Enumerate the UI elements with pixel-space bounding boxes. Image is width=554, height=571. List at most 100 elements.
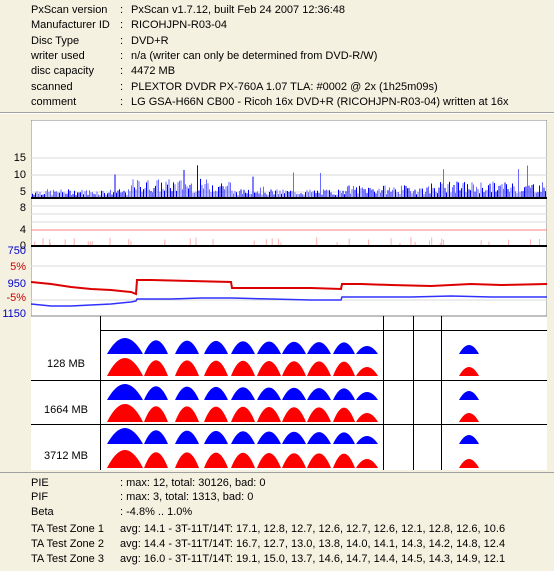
blue-hump xyxy=(231,341,255,354)
pif-graph xyxy=(34,237,540,245)
info-label: writer used xyxy=(31,49,85,62)
info-colon: : xyxy=(120,19,124,32)
pie-tick-label: 5 xyxy=(19,186,26,198)
ta-zone-label: 128 MB xyxy=(47,358,85,370)
pie-tick-label: 10 xyxy=(13,169,26,181)
info-value: PxScan v1.7.12, built Feb 24 2007 12:36:… xyxy=(131,4,346,16)
stat-label: TA Test Zone 3 xyxy=(31,553,104,565)
stat-value: avg: 14.4 - 3T-11T/14T: 16.7, 12.7, 13.0… xyxy=(120,538,506,550)
stat-value: : max: 12, total: 30126, bad: 0 xyxy=(120,477,266,489)
red-hump xyxy=(356,413,378,422)
info-label: scanned xyxy=(31,80,73,93)
red-hump xyxy=(356,367,378,376)
jitter-tick-label: 1150 xyxy=(2,308,26,320)
ta-zone-label: 1664 MB xyxy=(43,404,89,416)
blue-hump xyxy=(333,388,355,400)
blue-hump xyxy=(333,432,355,444)
blue-hump xyxy=(356,392,378,400)
red-hump xyxy=(107,404,143,422)
red-hump xyxy=(307,361,331,376)
blue-hump xyxy=(175,386,199,400)
red-hump xyxy=(307,453,331,468)
info-colon: : xyxy=(120,4,124,16)
red-hump xyxy=(204,360,228,376)
jitter-line xyxy=(31,295,547,307)
stat-label: TA Test Zone 1 xyxy=(31,523,104,535)
blue-hump xyxy=(144,340,168,354)
blue-hump xyxy=(307,342,331,354)
blue-hump xyxy=(307,388,331,400)
red-hump xyxy=(144,360,168,376)
blue-hump xyxy=(204,340,228,354)
blue-hump xyxy=(282,341,306,354)
info-value: LG GSA-H66N CB00 - Ricoh 16x DVD+R (RICO… xyxy=(131,95,509,108)
blue-hump xyxy=(107,338,143,354)
blue-hump xyxy=(257,431,281,444)
info-value: RICOHJPN-R03-04 xyxy=(131,19,227,32)
jitter-tick-label: 950 xyxy=(7,278,26,290)
blue-hump xyxy=(175,430,199,444)
stat-label: PIF xyxy=(31,491,49,503)
info-colon: : xyxy=(120,34,124,47)
beta-line xyxy=(31,279,547,296)
red-hump xyxy=(175,452,199,468)
red-hump xyxy=(282,453,306,468)
red-hump xyxy=(333,407,355,422)
red-hump xyxy=(231,360,255,376)
pie-tick-label: 15 xyxy=(13,152,26,164)
blue-hump xyxy=(204,386,228,400)
info-colon: : xyxy=(120,65,124,78)
stat-value: avg: 14.1 - 3T-11T/14T: 17.1, 12.8, 12.7… xyxy=(120,523,506,535)
header-separator-light xyxy=(0,113,554,114)
red-hump xyxy=(282,361,306,376)
ta-zone-label: 3712 MB xyxy=(43,450,89,462)
blue-hump xyxy=(175,340,199,354)
stats-separator xyxy=(0,472,554,473)
blue-hump xyxy=(282,431,306,444)
blue-hump xyxy=(356,346,378,354)
blue-hump xyxy=(231,431,255,444)
jitter-tick-label: -5% xyxy=(6,292,26,304)
stat-value: avg: 16.0 - 3T-11T/14T: 19.1, 15.0, 13.7… xyxy=(120,553,506,565)
blue-hump xyxy=(107,428,143,444)
red-hump xyxy=(175,360,199,376)
pif-grid xyxy=(31,205,547,223)
stat-value: : max: 3, total: 1313, bad: 0 xyxy=(120,491,254,503)
blue-hump xyxy=(231,387,255,400)
red-hump xyxy=(356,459,378,468)
red-hump xyxy=(282,407,306,422)
blue-hump xyxy=(257,387,281,400)
red-hump xyxy=(144,406,168,422)
info-colon: : xyxy=(120,80,124,93)
info-value: PLEXTOR DVDR PX-760A 1.07 TLA: #0002 @ 2… xyxy=(131,80,438,93)
blue-hump xyxy=(307,432,331,444)
info-colon: : xyxy=(120,95,124,108)
red-hump xyxy=(257,361,281,376)
stat-label: TA Test Zone 2 xyxy=(31,538,104,550)
scan-graphs xyxy=(31,120,547,316)
jitter-tick-label: 750 xyxy=(7,245,26,257)
info-label: comment xyxy=(31,95,77,108)
red-hump xyxy=(231,452,255,468)
blue-hump xyxy=(144,386,168,400)
red-hump xyxy=(107,450,143,468)
stat-label: PIE xyxy=(31,477,49,489)
info-label: PxScan version xyxy=(31,4,108,16)
pie-graph xyxy=(31,165,546,197)
red-hump xyxy=(333,361,355,376)
header-separator xyxy=(0,112,554,113)
red-hump xyxy=(333,453,355,468)
red-hump xyxy=(175,406,199,422)
blue-hump xyxy=(144,430,168,444)
info-value: DVD+R xyxy=(131,34,169,47)
stat-label: Beta xyxy=(31,506,54,518)
red-hump xyxy=(257,453,281,468)
info-label: disc capacity xyxy=(31,65,94,78)
blue-hump xyxy=(204,430,228,444)
stat-value: : -4.8% .. 1.0% xyxy=(120,506,193,518)
blue-hump xyxy=(282,387,306,400)
info-value: 4472 MB xyxy=(131,65,176,78)
blue-hump xyxy=(107,384,143,400)
pif-tick-label: 4 xyxy=(19,224,26,236)
